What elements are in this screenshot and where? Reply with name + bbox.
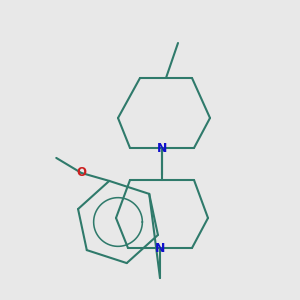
Text: N: N xyxy=(155,242,165,254)
Text: N: N xyxy=(157,142,167,154)
Text: O: O xyxy=(76,167,86,179)
